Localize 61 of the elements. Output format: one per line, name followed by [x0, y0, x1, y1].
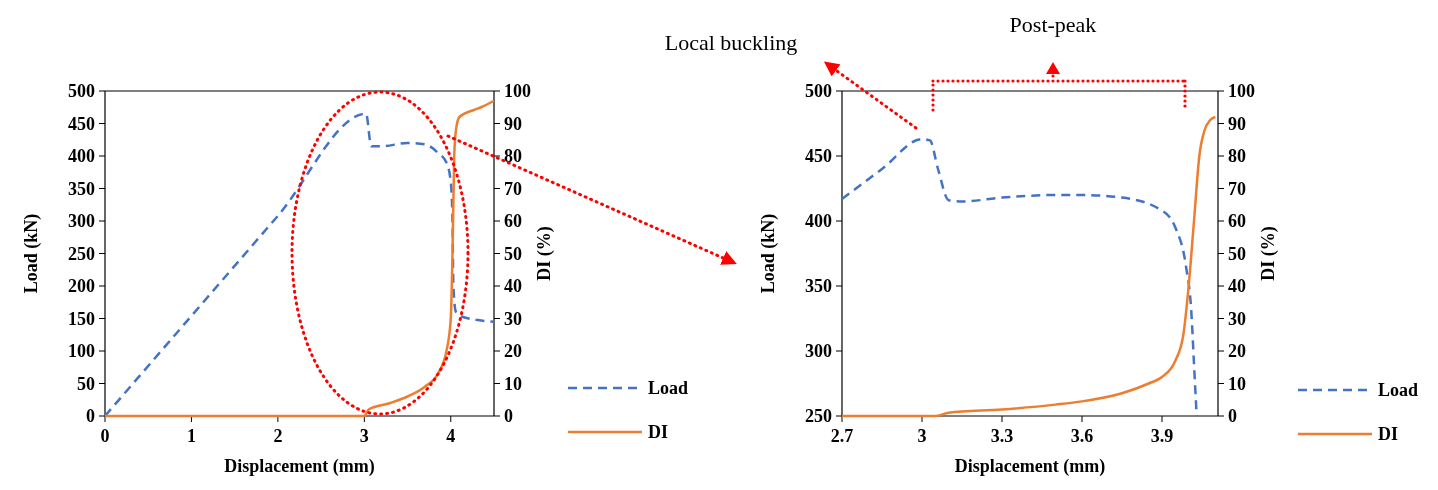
y-tick-label: 450 — [68, 113, 95, 134]
y-tick-label: 300 — [68, 211, 95, 231]
y-tick-label: 0 — [86, 406, 95, 426]
y2-tick-label: 50 — [1228, 243, 1246, 264]
legend-label: Load — [1378, 380, 1419, 400]
y-tick-label: 300 — [805, 341, 832, 361]
y-tick-label: 200 — [68, 276, 95, 296]
y2-tick-label: 0 — [1228, 406, 1237, 426]
y2-tick-label: 10 — [504, 373, 522, 394]
y2-tick-label: 90 — [504, 113, 522, 134]
y-tick-label: 150 — [68, 308, 95, 329]
y2-tick-label: 30 — [504, 308, 522, 329]
x-tick-label: 3.9 — [1150, 426, 1174, 446]
y-tick-label: 400 — [68, 146, 95, 166]
y-tick-label: 500 — [805, 81, 832, 101]
legend-label: DI — [648, 422, 669, 442]
y2-tick-label: 40 — [1228, 276, 1246, 296]
y-tick-label: 500 — [68, 81, 95, 101]
x-tick-label: 2 — [273, 426, 283, 446]
y2-tick-label: 80 — [504, 146, 522, 166]
text: Local buckling — [664, 30, 798, 55]
y2-axis-title: DI (%) — [1258, 226, 1279, 281]
y2-tick-label: 70 — [504, 178, 522, 199]
legend-label: DI — [1378, 424, 1399, 444]
y2-tick-label: 70 — [1228, 178, 1246, 199]
y2-tick-label: 100 — [504, 81, 531, 101]
y2-tick-label: 0 — [504, 406, 513, 426]
y-tick-label: 350 — [805, 276, 832, 296]
y2-tick-label: 100 — [1228, 81, 1255, 101]
x-tick-label: 3.6 — [1070, 426, 1094, 446]
y2-tick-label: 40 — [504, 276, 522, 296]
y2-tick-label: 60 — [1228, 211, 1246, 231]
y2-tick-label: 20 — [504, 341, 522, 361]
x-tick-label: 2.7 — [830, 426, 854, 446]
x-tick-label: 3 — [917, 426, 927, 446]
text: Post-peak — [1009, 12, 1097, 37]
legend-label: Load — [648, 378, 689, 398]
y-tick-label: 250 — [805, 406, 832, 426]
x-tick-label: 3 — [359, 426, 369, 446]
y-tick-label: 50 — [77, 373, 95, 394]
y-axis-title: Load (kN) — [758, 213, 779, 294]
y2-tick-label: 60 — [504, 211, 522, 231]
y2-tick-label: 50 — [504, 243, 522, 264]
y-axis-title: Load (kN) — [21, 213, 42, 294]
y2-tick-label: 80 — [1228, 146, 1246, 166]
x-tick-label: 1 — [186, 426, 196, 446]
x-axis-title: Displacement (mm) — [224, 456, 375, 477]
x-tick-label: 0 — [100, 426, 110, 446]
y-tick-label: 350 — [68, 178, 95, 199]
y-tick-label: 400 — [805, 211, 832, 231]
y2-axis-title: DI (%) — [534, 226, 555, 281]
y-tick-label: 250 — [68, 243, 95, 264]
y-tick-label: 450 — [805, 146, 832, 166]
y2-tick-label: 10 — [1228, 373, 1246, 394]
y2-tick-label: 20 — [1228, 341, 1246, 361]
x-tick-label: 4 — [446, 426, 456, 446]
y-tick-label: 100 — [68, 341, 95, 361]
y2-tick-label: 30 — [1228, 308, 1246, 329]
x-axis-title: Displacement (mm) — [954, 456, 1106, 477]
x-tick-label: 3.3 — [990, 426, 1014, 446]
y2-tick-label: 90 — [1228, 113, 1246, 134]
